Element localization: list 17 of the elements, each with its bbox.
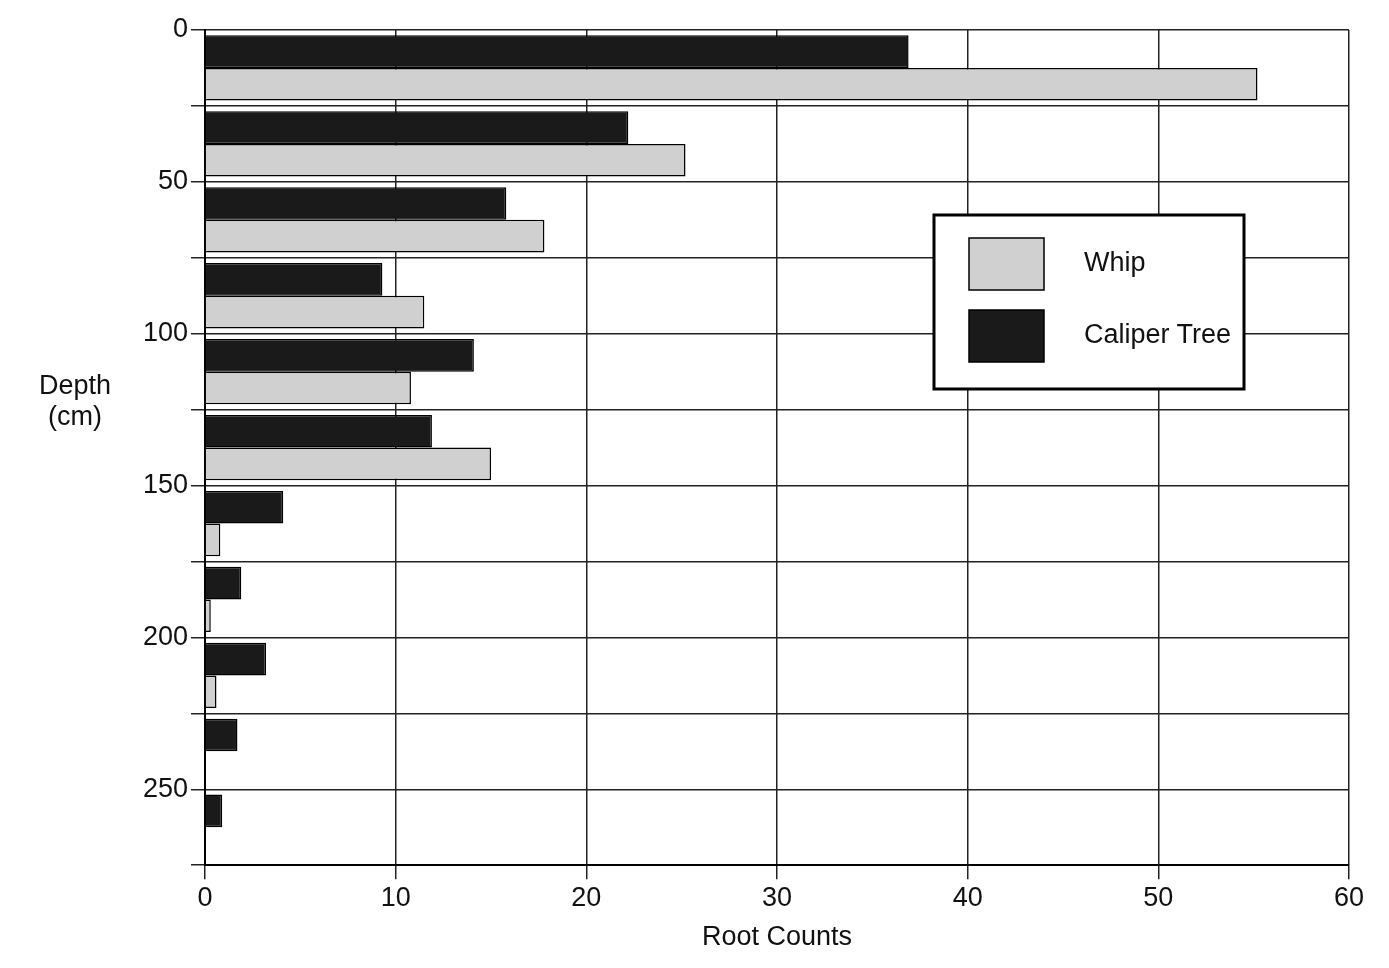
- y-tick-label: 250: [142, 772, 189, 803]
- x-tick-label: 10: [380, 881, 411, 912]
- y-tick-label: 200: [142, 620, 189, 651]
- x-tick-label: 0: [197, 881, 213, 912]
- x-axis-title: Root Counts: [701, 921, 853, 952]
- y-axis-title: Depth (cm): [37, 370, 113, 432]
- y-tick-label: 100: [142, 317, 189, 348]
- legend-label: Whip: [1084, 247, 1146, 278]
- x-tick-label: 20: [571, 881, 602, 912]
- y-tick-label: 50: [158, 165, 189, 196]
- x-tick-label: 40: [952, 881, 983, 912]
- x-tick-label: 30: [762, 881, 793, 912]
- y-tick-label: 150: [142, 469, 189, 500]
- x-tick-label: 50: [1143, 881, 1174, 912]
- legend-label: Caliper Tree: [1084, 319, 1232, 350]
- x-tick-label: 60: [1333, 881, 1365, 912]
- y-tick-label: 0: [173, 13, 189, 44]
